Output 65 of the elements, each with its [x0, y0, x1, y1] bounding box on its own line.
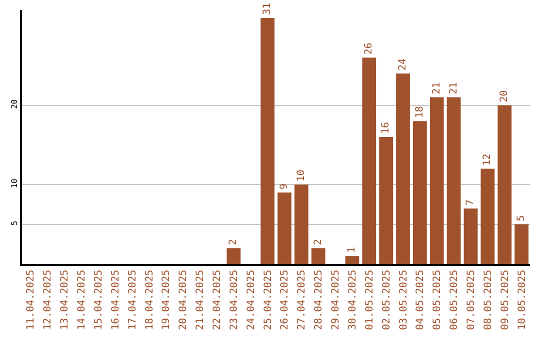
x-tick-label: 27.04.2025 — [296, 270, 308, 330]
x-tick-label: 21.04.2025 — [195, 270, 206, 330]
bar — [362, 58, 376, 264]
bar — [396, 74, 410, 264]
x-tick-label: 25.04.2025 — [262, 270, 274, 330]
y-tick-label: 5 — [10, 220, 20, 226]
data-label: 21 — [431, 82, 442, 94]
x-tick-label: 24.04.2025 — [246, 270, 257, 330]
x-tick-label: 16.04.2025 — [110, 270, 122, 330]
x-tick-label: 09.05.2025 — [500, 270, 511, 330]
x-tick-label: 05.05.2025 — [432, 270, 444, 330]
bar — [294, 184, 308, 264]
x-tick-label: 20.04.2025 — [178, 270, 190, 330]
x-tick-label: 02.05.2025 — [381, 270, 392, 330]
bar — [514, 224, 528, 264]
x-tick-label: 18.04.2025 — [144, 270, 156, 330]
x-tick-label: 30.04.2025 — [347, 270, 358, 330]
data-label: 2 — [228, 239, 240, 246]
x-tick-label: 19.04.2025 — [161, 270, 172, 330]
x-tick-label: 14.04.2025 — [76, 270, 88, 330]
data-label: 26 — [364, 42, 375, 55]
data-label: 12 — [482, 154, 494, 166]
bar — [464, 208, 478, 264]
bar — [311, 248, 326, 264]
bar — [379, 137, 394, 264]
bar — [480, 168, 495, 264]
x-tick-label: 26.04.2025 — [280, 270, 291, 330]
bar — [498, 105, 512, 264]
x-tick-label: 17.04.2025 — [127, 270, 138, 330]
x-tick-label: 29.04.2025 — [330, 270, 342, 330]
x-tick-label: 23.04.2025 — [228, 270, 240, 330]
data-label: 31 — [262, 2, 274, 15]
data-label: 9 — [278, 184, 290, 190]
data-label: 18 — [414, 106, 426, 118]
y-tick-label: 10 — [10, 178, 20, 188]
x-tick-label: 06.05.2025 — [449, 270, 460, 330]
bar — [446, 97, 461, 264]
x-tick-label: 08.05.2025 — [482, 270, 494, 330]
data-label: 20 — [499, 90, 510, 102]
data-label: 2 — [312, 239, 324, 246]
data-label: 16 — [380, 122, 392, 134]
x-tick-label: 07.05.2025 — [466, 270, 477, 330]
x-tick-label: 11.04.2025 — [26, 270, 37, 330]
x-tick-label: 10.05.2025 — [516, 270, 528, 330]
x-tick-label: 01.05.2025 — [364, 270, 376, 330]
x-tick-label: 04.05.2025 — [415, 270, 426, 330]
bar — [412, 121, 427, 264]
y-tick-label: 20 — [10, 99, 20, 109]
x-tick-label: 22.04.2025 — [212, 270, 223, 330]
x-tick-label: 28.04.2025 — [314, 270, 325, 330]
data-label: 1 — [346, 247, 358, 254]
bar — [345, 256, 360, 264]
bar — [226, 248, 241, 264]
bar — [430, 97, 444, 264]
data-label: 5 — [516, 215, 528, 222]
bar — [278, 192, 292, 264]
data-label: 24 — [398, 58, 408, 70]
x-tick-label: 15.04.2025 — [93, 270, 104, 330]
data-label: 7 — [465, 199, 476, 206]
x-tick-label: 13.04.2025 — [60, 270, 71, 330]
x-tick-label: 12.04.2025 — [42, 270, 54, 330]
bar — [260, 18, 274, 264]
x-tick-label: 03.05.2025 — [398, 270, 410, 330]
data-label: 10 — [296, 170, 307, 182]
data-label: 21 — [448, 82, 460, 94]
